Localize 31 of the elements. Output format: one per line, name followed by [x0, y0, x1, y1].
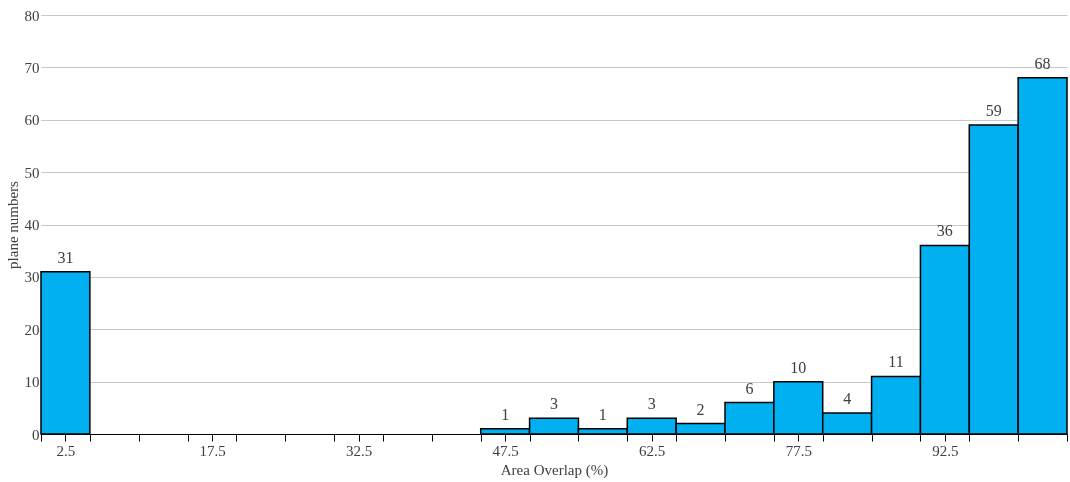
- data-label: 36: [936, 222, 953, 240]
- data-label: 68: [1034, 54, 1051, 72]
- data-label: 3: [647, 395, 656, 413]
- data-label: 59: [985, 101, 1002, 119]
- x-tick-label: 17.5: [199, 442, 226, 459]
- y-tick-label: 70: [24, 59, 40, 76]
- data-label: 6: [745, 379, 754, 397]
- y-axis-title: plane numbers: [4, 180, 21, 269]
- data-label: 3: [550, 395, 558, 413]
- data-label: 4: [843, 390, 852, 408]
- x-axis-title: Area Overlap (%): [500, 461, 609, 479]
- y-tick-label: 80: [24, 7, 40, 24]
- data-label: 1: [598, 405, 607, 423]
- x-tick-label: 77.5: [785, 442, 812, 459]
- y-tick-label: 0: [32, 426, 40, 443]
- y-tick-label: 10: [24, 374, 40, 391]
- y-tick-label: 30: [24, 269, 40, 286]
- y-tick-label: 60: [24, 112, 40, 129]
- data-label: 1: [501, 405, 510, 423]
- x-tick-label: 92.5: [932, 442, 959, 459]
- y-tick-label: 40: [24, 217, 40, 233]
- y-tick-label: 50: [24, 164, 40, 181]
- data-label: 10: [790, 358, 807, 376]
- data-label: 31: [57, 248, 74, 266]
- y-tick-label: 20: [24, 321, 40, 338]
- x-tick-label: 62.5: [639, 442, 666, 459]
- data-label: 2: [696, 400, 705, 418]
- x-tick-label: 2.5: [56, 442, 76, 459]
- data-label: 11: [888, 353, 904, 371]
- x-tick-label: 47.5: [492, 442, 519, 459]
- x-tick-label: 32.5: [345, 442, 373, 459]
